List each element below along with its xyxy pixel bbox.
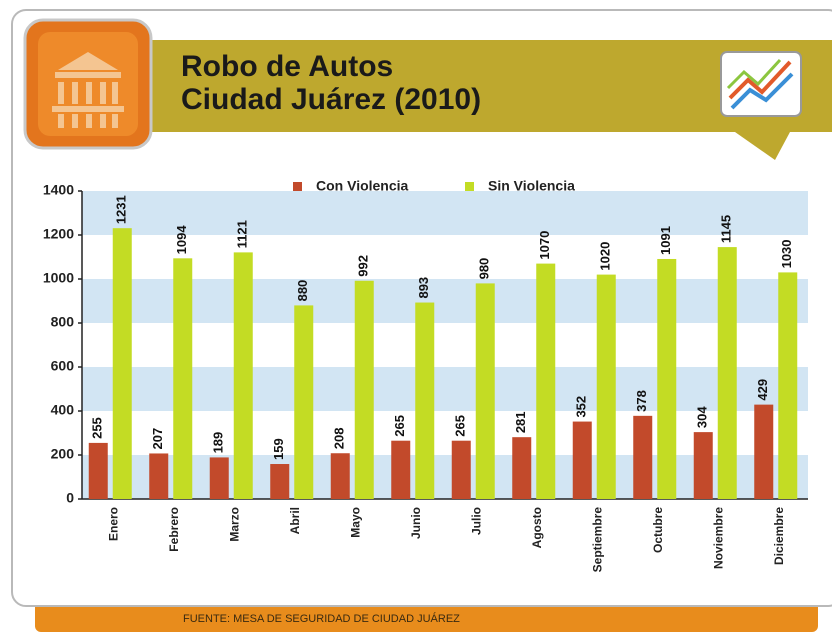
- grid-band: [82, 367, 808, 411]
- footer-bar: [35, 600, 818, 632]
- value-label: 992: [356, 255, 371, 277]
- stats-icon: [720, 51, 802, 117]
- x-tick-label: Abril: [288, 507, 302, 534]
- value-label: 1231: [114, 195, 129, 224]
- bar: [633, 415, 653, 499]
- bar: [512, 437, 532, 499]
- y-tick-label: 1200: [43, 226, 74, 242]
- x-tick-label: Diciembre: [772, 507, 786, 565]
- value-label: 352: [574, 396, 589, 418]
- source: FUENTE: MESA DE SEGURIDAD DE CIUDAD JUÁR…: [183, 612, 460, 625]
- value-label: 1121: [235, 220, 250, 248]
- y-tick-label: 200: [51, 446, 75, 462]
- bar: [657, 258, 677, 499]
- x-tick-label: Junio: [409, 507, 423, 539]
- x-tick-label: Febrero: [167, 507, 181, 552]
- bar: [112, 228, 132, 499]
- header-icon: [23, 18, 153, 150]
- x-tick-label: Julio: [469, 507, 483, 535]
- header-band: [140, 40, 832, 132]
- chart-title: Robo de Autos: [181, 50, 393, 83]
- bar: [717, 247, 737, 499]
- value-label: 189: [211, 432, 226, 454]
- value-label: 378: [634, 390, 649, 412]
- value-label: 281: [513, 411, 528, 433]
- bar: [778, 272, 798, 499]
- bar: [173, 258, 193, 499]
- value-label: 1030: [779, 239, 794, 268]
- bar: [415, 302, 435, 499]
- value-label: 1020: [598, 242, 613, 271]
- y-tick-label: 1000: [43, 270, 74, 286]
- y-tick-label: 400: [51, 402, 75, 418]
- value-label: 893: [416, 277, 431, 299]
- y-tick-label: 800: [51, 314, 75, 330]
- x-tick-label: Agosto: [530, 507, 544, 548]
- x-tick-label: Septiembre: [590, 507, 604, 573]
- legend-swatch: [293, 182, 302, 191]
- bar: [475, 283, 495, 499]
- bar: [536, 263, 556, 499]
- y-tick-label: 600: [51, 358, 75, 374]
- value-label: 159: [271, 438, 286, 460]
- value-label: 980: [477, 258, 492, 280]
- header-pointer: [735, 132, 790, 160]
- x-tick-label: Noviembre: [711, 507, 725, 569]
- grid-band: [82, 455, 808, 499]
- grid-band: [82, 191, 808, 235]
- grid-band: [82, 279, 808, 323]
- value-label: 429: [755, 379, 770, 401]
- value-label: 1070: [537, 231, 552, 260]
- value-label: 207: [150, 428, 165, 450]
- chart-subtitle: Ciudad Juárez (2010): [181, 83, 481, 116]
- bar: [149, 453, 169, 499]
- x-tick-label: Mayo: [348, 507, 362, 538]
- legend-label: Con Violencia: [316, 178, 409, 194]
- bar: [693, 432, 713, 499]
- bar: [354, 280, 374, 499]
- legend-label: Sin Violencia: [488, 178, 575, 194]
- bar: [233, 252, 253, 499]
- value-label: 1145: [719, 215, 734, 243]
- bar: [754, 404, 774, 499]
- bar: [88, 442, 108, 499]
- bar: [596, 274, 616, 499]
- bar: [451, 440, 471, 499]
- bar: [572, 421, 592, 499]
- bar: [209, 457, 229, 499]
- y-tick-label: 1400: [43, 182, 74, 198]
- value-label: 265: [453, 415, 468, 437]
- bar: [391, 440, 411, 499]
- value-label: 1091: [658, 226, 673, 255]
- value-label: 265: [392, 415, 407, 437]
- value-label: 255: [90, 417, 105, 439]
- bar: [294, 305, 314, 499]
- x-tick-label: Octubre: [651, 507, 665, 553]
- bar: [330, 453, 350, 499]
- x-tick-label: Marzo: [227, 507, 241, 542]
- value-label: 304: [695, 406, 710, 428]
- value-label: 880: [295, 280, 310, 302]
- legend-swatch: [465, 182, 474, 191]
- value-label: 1094: [174, 225, 189, 255]
- value-label: 208: [332, 428, 347, 450]
- y-tick-label: 0: [66, 490, 74, 506]
- x-tick-label: Enero: [106, 507, 120, 541]
- bar: [270, 464, 290, 499]
